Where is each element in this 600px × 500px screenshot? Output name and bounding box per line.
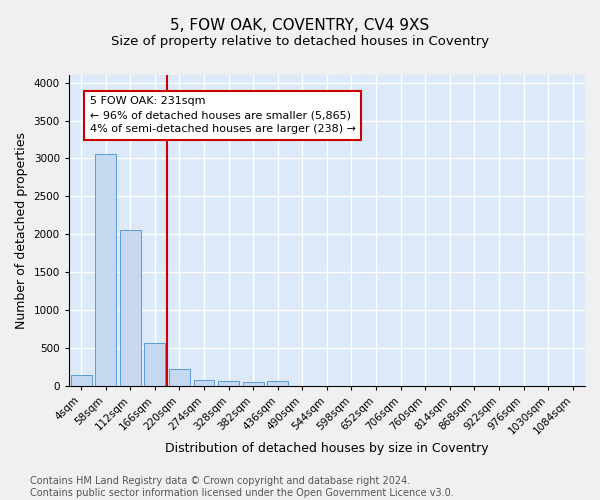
- Y-axis label: Number of detached properties: Number of detached properties: [15, 132, 28, 329]
- Text: 5, FOW OAK, COVENTRY, CV4 9XS: 5, FOW OAK, COVENTRY, CV4 9XS: [170, 18, 430, 32]
- Bar: [243, 382, 263, 386]
- Bar: [169, 368, 190, 386]
- Bar: [95, 154, 116, 386]
- Bar: [71, 374, 92, 386]
- Text: 5 FOW OAK: 231sqm
← 96% of detached houses are smaller (5,865)
4% of semi-detach: 5 FOW OAK: 231sqm ← 96% of detached hous…: [90, 96, 356, 134]
- Bar: [120, 230, 141, 386]
- Text: Size of property relative to detached houses in Coventry: Size of property relative to detached ho…: [111, 35, 489, 48]
- Bar: [145, 342, 166, 386]
- Bar: [194, 380, 214, 386]
- X-axis label: Distribution of detached houses by size in Coventry: Distribution of detached houses by size …: [165, 442, 489, 455]
- Bar: [268, 382, 288, 386]
- Text: Contains HM Land Registry data © Crown copyright and database right 2024.
Contai: Contains HM Land Registry data © Crown c…: [30, 476, 454, 498]
- Bar: [218, 382, 239, 386]
